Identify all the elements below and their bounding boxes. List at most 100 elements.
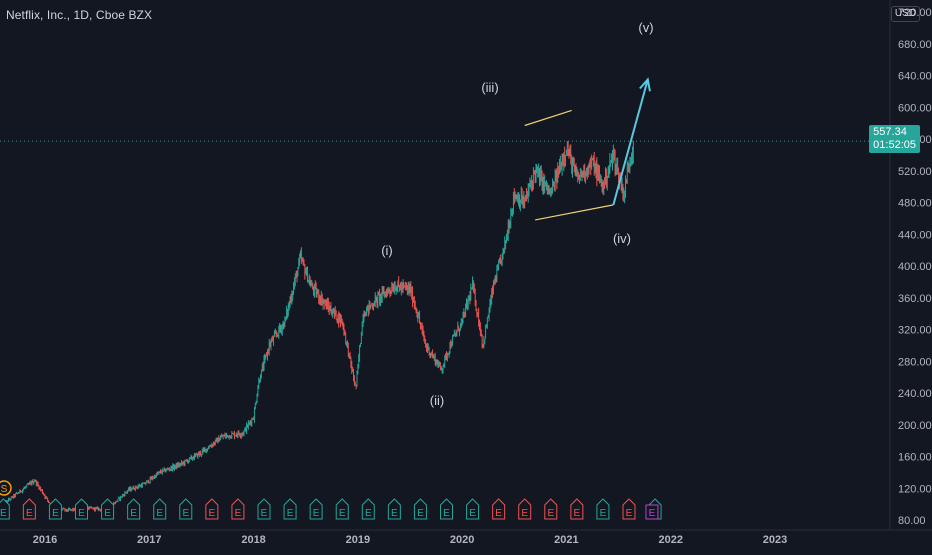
y-tick-label: 160.00 — [898, 452, 932, 464]
y-tick-label: 240.00 — [898, 388, 932, 400]
wave-iv-label: (iv) — [613, 231, 631, 246]
x-tick-label: 2021 — [554, 534, 578, 546]
earnings-marker-label: E — [547, 508, 554, 519]
earnings-marker-label: E — [182, 508, 189, 519]
earnings-marker: E — [413, 498, 427, 520]
wave-ii-label: (ii) — [430, 393, 444, 408]
earnings-marker-label: E — [469, 508, 476, 519]
split-marker: S — [0, 480, 12, 496]
earnings-marker: E — [492, 498, 506, 520]
earnings-marker-shape — [570, 498, 584, 520]
earnings-marker: E — [153, 498, 167, 520]
earnings-marker-shape — [101, 498, 115, 520]
earnings-marker-shape — [257, 498, 271, 520]
y-tick-label: 360.00 — [898, 293, 932, 305]
wave-v-label: (v) — [638, 20, 653, 35]
earnings-marker-label: E — [209, 508, 216, 519]
symbol-title[interactable]: Netflix, Inc., 1D, Cboe BZX — [6, 8, 153, 22]
y-tick-label: 120.00 — [898, 483, 932, 495]
earnings-marker-label: E — [521, 508, 528, 519]
earnings-marker-label: E — [156, 508, 163, 519]
projection-arrow-head — [639, 77, 651, 92]
earnings-marker-label: E — [417, 508, 424, 519]
split-marker-label: S — [1, 484, 8, 495]
countdown-timer: 01:52:05 — [873, 139, 916, 151]
x-tick-label: 2017 — [137, 534, 161, 546]
earnings-marker-shape — [0, 498, 10, 520]
earnings-marker-shape — [153, 498, 167, 520]
earnings-marker: E — [570, 498, 584, 520]
earnings-marker: E — [127, 498, 141, 520]
earnings-marker-label: E — [130, 508, 137, 519]
x-tick-label: 2023 — [763, 534, 787, 546]
earnings-marker: E — [101, 498, 115, 520]
earnings-marker-shape — [75, 498, 88, 520]
earnings-marker-shape — [544, 498, 558, 520]
earnings-marker-shape — [387, 498, 401, 520]
earnings-marker-shape — [283, 498, 297, 520]
earnings-marker-shape — [335, 498, 349, 520]
earnings-marker-shape — [231, 498, 245, 520]
earnings-marker: E — [466, 498, 480, 520]
earnings-marker: E — [309, 498, 323, 520]
earnings-marker-shape — [361, 498, 375, 520]
earnings-marker-label: E — [52, 508, 59, 519]
candles-layer — [2, 140, 634, 513]
earnings-marker: E — [518, 498, 532, 520]
earnings-marker-label: E — [313, 508, 320, 519]
earnings-marker: E — [596, 498, 610, 520]
earnings-marker-shape — [466, 498, 480, 520]
earnings-marker: E — [205, 498, 219, 520]
earnings-marker-label: E — [365, 508, 372, 519]
earnings-marker-shape — [518, 498, 532, 520]
earnings-marker: E — [22, 498, 36, 520]
earnings-marker-shape — [22, 498, 36, 520]
earnings-marker-label: E — [600, 508, 607, 519]
earnings-marker: E — [231, 498, 245, 520]
earnings-marker-label: E — [0, 508, 7, 519]
earnings-marker: E — [622, 498, 636, 520]
earnings-marker-shape — [492, 498, 506, 520]
earnings-marker-label: E — [339, 508, 346, 519]
earnings-marker: E — [440, 498, 453, 520]
earnings-marker: E — [544, 498, 558, 520]
y-tick-label: 80.00 — [898, 515, 926, 527]
y-tick-label: 520.00 — [898, 166, 932, 178]
y-tick-label: 200.00 — [898, 420, 932, 432]
x-tick-label: 2020 — [450, 534, 474, 546]
channel-lower-line — [535, 204, 614, 221]
earnings-marker-shape — [205, 498, 219, 520]
earnings-marker-label: E — [495, 508, 502, 519]
x-tick-label: 2022 — [658, 534, 682, 546]
earnings-marker-label: E — [104, 508, 111, 519]
earnings-marker-label: E — [391, 508, 398, 519]
y-tick-label: 400.00 — [898, 261, 932, 273]
currency-label[interactable]: USD — [890, 6, 920, 22]
last-price-value: 557.34 — [873, 126, 907, 138]
earnings-marker-shape — [48, 498, 62, 520]
earnings-marker-label: E — [78, 508, 85, 519]
earnings-marker-shape — [413, 498, 427, 520]
x-tick-label: 2019 — [346, 534, 370, 546]
earnings-marker: E — [335, 498, 349, 520]
earnings-marker-label: E — [443, 508, 450, 519]
last-price-label: 557.34 01:52:05 — [869, 125, 920, 153]
earnings-marker-label: E — [574, 508, 581, 519]
earnings-marker: E — [0, 498, 10, 520]
wave-iii-label: (iii) — [481, 80, 498, 95]
earnings-marker-label: E — [261, 508, 268, 519]
earnings-marker-label: E — [235, 508, 242, 519]
earnings-marker-shape — [622, 498, 636, 520]
earnings-marker-shape — [309, 498, 323, 520]
y-tick-label: 600.00 — [898, 102, 932, 114]
earnings-marker: E — [179, 498, 193, 520]
y-tick-label: 680.00 — [898, 39, 932, 51]
earnings-marker: E — [387, 498, 401, 520]
earnings-marker: E — [361, 498, 375, 520]
earnings-marker-label: E — [26, 508, 33, 519]
earnings-marker-label: E — [287, 508, 294, 519]
